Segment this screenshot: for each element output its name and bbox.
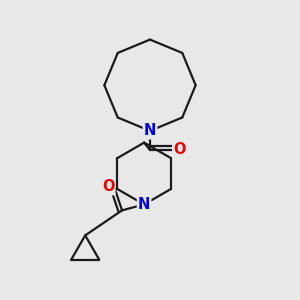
Text: O: O xyxy=(102,179,114,194)
Text: N: N xyxy=(144,123,156,138)
Text: O: O xyxy=(173,142,186,158)
Text: N: N xyxy=(138,197,150,212)
